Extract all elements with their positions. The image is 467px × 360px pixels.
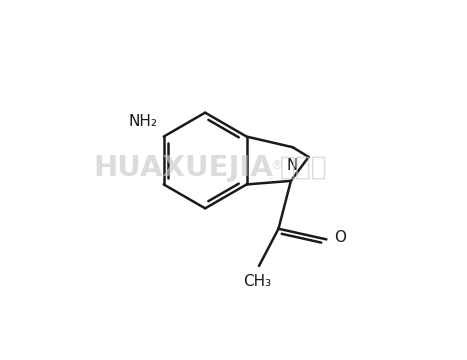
- Text: O: O: [334, 230, 346, 245]
- Text: 化学加: 化学加: [280, 154, 327, 181]
- Text: ®: ®: [271, 159, 283, 172]
- Text: N: N: [287, 158, 298, 173]
- Text: HUAXUEJIA: HUAXUEJIA: [93, 154, 273, 181]
- Text: CH₃: CH₃: [243, 274, 271, 289]
- Text: NH₂: NH₂: [128, 114, 157, 129]
